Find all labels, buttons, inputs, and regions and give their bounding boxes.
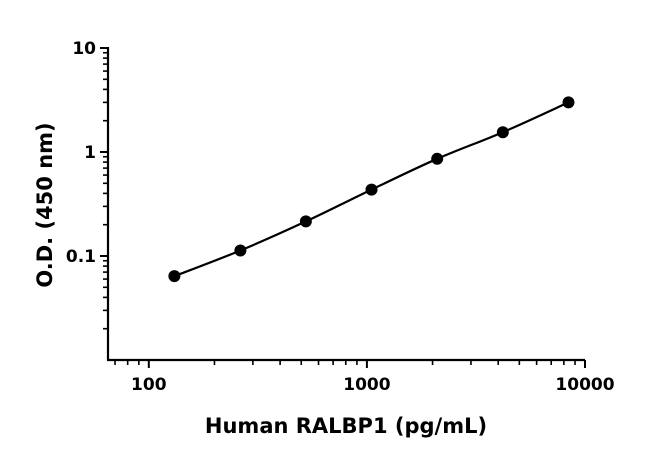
- data-point: [562, 96, 575, 109]
- x-tick-label: 10000: [555, 375, 614, 395]
- data-point: [168, 270, 181, 283]
- y-tick-label: 1: [84, 143, 96, 163]
- x-axis-title: Human RALBP1 (pg/mL): [205, 414, 487, 438]
- data-points: [168, 96, 575, 283]
- x-tick-label: 1000: [343, 375, 390, 395]
- x-tick-label: 100: [131, 375, 167, 395]
- axes: 100 1000 10000 0.1 1 10: [66, 39, 615, 395]
- y-axis-title: O.D. (450 nm): [33, 122, 57, 287]
- y-tick-label: 0.1: [66, 247, 96, 267]
- data-point: [299, 215, 312, 228]
- data-point: [234, 244, 247, 257]
- y-tick-label: 10: [72, 39, 96, 59]
- data-point: [365, 183, 378, 196]
- data-point: [496, 126, 509, 139]
- data-point: [431, 152, 444, 165]
